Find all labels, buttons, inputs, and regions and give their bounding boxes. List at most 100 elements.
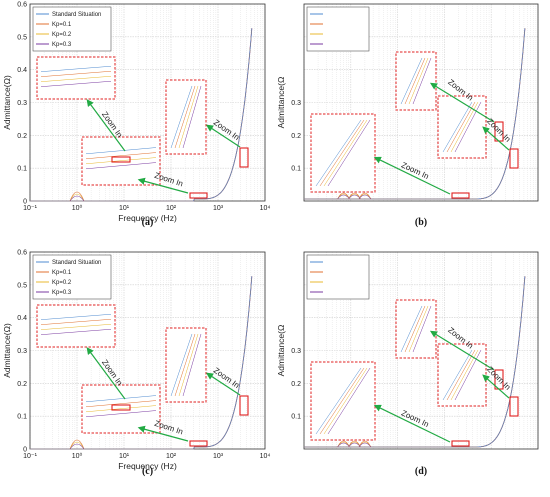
zoom-source-box <box>509 148 519 169</box>
series-line <box>304 276 526 448</box>
x-tick-label: 10⁻¹ <box>23 453 37 460</box>
series-line <box>30 28 253 202</box>
x-tick-label: 10¹ <box>119 205 130 212</box>
zoom-inset-line <box>400 305 423 353</box>
y-axis-label: Admittance(Ω <box>276 325 286 377</box>
resonance-bump <box>337 194 350 200</box>
zoom-inset-line <box>442 101 473 153</box>
y-tick-label: 0.4 <box>17 315 27 322</box>
zoom-inset <box>81 136 161 186</box>
y-tick-label: 0.6 <box>17 250 27 257</box>
zoom-inset-line <box>174 333 196 397</box>
zoom-inset-box <box>437 343 487 407</box>
zoom-inset <box>437 343 487 407</box>
zoom-inset-box <box>36 56 116 100</box>
zoom-inset <box>165 79 207 155</box>
zoom-source-box <box>451 440 470 447</box>
x-tick-label: 10² <box>166 205 177 212</box>
zoom-inset <box>395 51 437 111</box>
zoom-inset-box <box>165 327 207 403</box>
zoom-inset-box <box>81 384 161 434</box>
zoom-inset <box>437 95 487 159</box>
zoom-inset-line <box>400 57 423 105</box>
legend-entry: Kp=0.3 <box>52 42 72 48</box>
zoom-arrow <box>86 347 126 400</box>
zoom-inset-line <box>327 367 371 435</box>
zoom-inset-line <box>408 57 429 105</box>
zoom-source-box <box>239 147 249 168</box>
zoom-arrow <box>429 82 495 123</box>
zoom-inset-line <box>85 410 157 418</box>
y-tick-label: 0.1 <box>291 166 301 173</box>
zoom-inset-line <box>442 349 473 401</box>
x-tick-label: 10² <box>166 453 177 460</box>
x-tick-label: 10⁴ <box>260 205 271 212</box>
zoom-inset-line <box>40 75 112 82</box>
zoom-inset-box <box>437 95 487 159</box>
x-tick-label: 10³ <box>213 205 224 212</box>
y-tick-label: 0.3 <box>17 348 27 355</box>
y-tick-label: 0.1 <box>17 414 27 421</box>
zoom-inset-line <box>404 57 426 105</box>
chart-panel-c: 0 0.1 0.2 0.3 0.4 0.5 0.6 10⁻¹ 10⁰ 10¹ 10² 10³ 10⁴ Fr… <box>2 250 270 478</box>
zoom-source-box <box>189 440 208 447</box>
x-axis-label: Frequency (Hz) <box>118 461 177 471</box>
x-tick-label: 10³ <box>213 453 224 460</box>
resonance-bump <box>69 443 85 450</box>
y-tick-label: 0.2 <box>17 133 27 140</box>
x-tick-label: 10⁻¹ <box>23 205 37 212</box>
zoom-inset-line <box>450 349 479 401</box>
chart-panel-a: 0 0.1 0.2 0.3 0.4 0.5 0.6 10⁻¹ 10⁰ 10¹ 10² 10³ 10⁴ Fr… <box>2 2 270 229</box>
zoom-inset <box>395 299 437 359</box>
zoom-inset-line <box>319 367 365 435</box>
zoom-source-box <box>111 404 131 411</box>
resonance-bump <box>358 442 372 448</box>
legend: Standard Situation Kp=0.1 Kp=0.2 Kp=0.3 <box>32 254 112 300</box>
y-axis-label: Admittance(Ω) <box>2 75 12 130</box>
zoom-inset-box <box>310 113 376 193</box>
y-tick-label: 0.2 <box>291 133 301 140</box>
x-tick-label: 10⁴ <box>260 453 271 460</box>
zoom-inset-line <box>85 405 157 413</box>
zoom-inset-line <box>182 333 202 397</box>
zoom-inset-line <box>315 367 362 435</box>
zoom-inset-line <box>327 119 371 187</box>
zoom-inset-line <box>178 333 199 397</box>
legend-entry: Standard Situation <box>52 260 101 266</box>
zoom-inset-line <box>182 85 202 149</box>
zoom-inset-line <box>40 80 112 87</box>
x-tick-label: 10⁰ <box>72 204 83 212</box>
resonance-bump <box>69 441 85 450</box>
zoom-inset <box>36 304 116 348</box>
zoom-inset <box>81 384 161 434</box>
zoom-inset-line <box>85 162 157 170</box>
zoom-inset-box <box>36 304 116 348</box>
zoom-arrow <box>205 124 241 148</box>
axes-frame <box>303 3 539 202</box>
zoom-inset-line <box>85 395 157 403</box>
zoom-inset-line <box>315 119 362 187</box>
zoom-source-box <box>451 192 470 199</box>
y-tick-label: 0.3 <box>291 100 301 107</box>
y-tick-label: 0.2 <box>291 381 301 388</box>
legend-entry: Kp=0.1 <box>52 270 72 276</box>
zoom-inset-line <box>408 305 429 353</box>
legend-entry: Kp=0.2 <box>52 32 72 38</box>
y-axis-label: Admittance(Ω <box>276 77 286 129</box>
resonance-bump <box>337 442 350 448</box>
y-tick-label: 0.4 <box>17 67 27 74</box>
zoom-inset-line <box>323 119 368 187</box>
zoom-inset-box <box>81 136 161 186</box>
zoom-inset-line <box>85 147 157 155</box>
zoom-arrow <box>373 156 451 195</box>
zoom-inset-line <box>450 101 479 153</box>
series-line <box>30 276 253 450</box>
zoom-inset-line <box>446 349 476 401</box>
zoom-arrow <box>482 374 510 399</box>
zoom-inset-line <box>412 57 432 105</box>
zoom-inset-box <box>310 361 376 441</box>
panel-label: (c) <box>142 466 153 477</box>
zoom-source-box <box>189 192 208 199</box>
zoom-inset-line <box>85 152 157 160</box>
